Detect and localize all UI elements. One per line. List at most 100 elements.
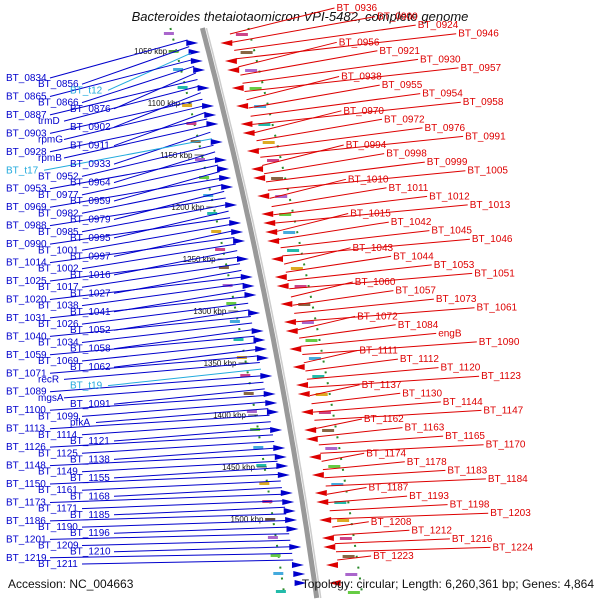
right-leader-line [248, 84, 380, 109]
left-gene-label: BT_0933 [70, 159, 111, 170]
left-gene-label: BT_1211 [38, 559, 78, 570]
right-gene-label: BT_1174 [366, 448, 406, 459]
right-leader-line [262, 144, 344, 166]
feature-block [322, 429, 335, 432]
left-leader-line [49, 375, 263, 393]
left-leader-line [49, 414, 270, 430]
right-leader-line [314, 409, 482, 421]
left-feature-arrow [188, 49, 201, 55]
right-feature-arrow [276, 283, 289, 289]
right-leader-line [278, 221, 389, 240]
left-feature-arrow [266, 409, 279, 415]
right-feature-arrow [328, 580, 341, 586]
left-leader-line [49, 177, 222, 208]
right-gene-label: BT_1147 [483, 405, 523, 416]
left-leader-line [113, 210, 229, 239]
right-leader-line [322, 461, 405, 471]
right-feature-arrow [308, 454, 321, 460]
left-gene-label: BT_1020 [6, 294, 47, 305]
accession-text: Accession: NC_004663 [8, 577, 134, 591]
left-feature-arrow [204, 112, 217, 118]
left-gene-label: BT_0865 [6, 91, 47, 102]
right-feature-arrow [227, 67, 240, 73]
right-gene-label: BT_1223 [373, 551, 414, 562]
right-gene-label: BT_0946 [458, 29, 499, 40]
feature-block [331, 483, 344, 486]
right-gene-label: BT_1123 [481, 371, 521, 382]
right-leader-line [320, 444, 484, 454]
left-feature-arrow [242, 283, 255, 289]
left-gene-label: BT_1071 [6, 368, 47, 379]
right-gene-label: BT_1060 [355, 277, 396, 288]
right-leader-line [287, 264, 432, 282]
feature-block [173, 68, 184, 71]
feature-block [273, 572, 284, 575]
left-gene-label: BT_0903 [6, 128, 47, 139]
feature-block [275, 590, 286, 593]
right-feature-arrow [257, 193, 270, 199]
left-gene-label: BT_1173 [6, 497, 46, 508]
left-leader-line [81, 480, 281, 491]
left-feature-arrow [214, 157, 227, 163]
left-gene-label: BT_1190 [38, 522, 78, 533]
right-leader-line [264, 153, 385, 175]
feature-block [240, 374, 251, 377]
left-gene-label: BT_0902 [70, 122, 111, 133]
left-gene-label: mgsA [38, 393, 64, 404]
right-feature-arrow [297, 391, 310, 397]
feature-block [195, 158, 205, 161]
left-leader-line [107, 368, 262, 387]
right-leader-line [242, 58, 419, 84]
left-feature-arrow [280, 490, 293, 496]
left-leader-line [49, 552, 293, 559]
left-leader-line [49, 59, 193, 97]
left-feature-arrow [263, 391, 276, 397]
feature-block [270, 554, 281, 557]
right-feature-arrow [270, 256, 283, 262]
left-gene-label: BT_1027 [70, 288, 111, 299]
right-feature-arrow [311, 472, 324, 478]
topology-text: Topology: circular; Length: 6,260,361 bp… [302, 577, 595, 591]
right-label-leaders [229, 7, 491, 561]
right-gene-label: BT_1084 [398, 320, 439, 331]
scale-tick-label: 1250 kbp [183, 255, 216, 264]
left-feature-arrow [193, 67, 206, 73]
left-gene-label: BT_1209 [38, 541, 79, 552]
right-feature-arrow [321, 535, 334, 541]
feature-block [290, 267, 303, 270]
left-leader-line [49, 217, 231, 245]
left-gene-label: BT_0866 [38, 98, 79, 109]
feature-block [279, 213, 292, 216]
left-gene-label: BT_t19 [70, 381, 103, 392]
right-gene-label: BT_1013 [470, 200, 511, 211]
right-feature-arrow [292, 364, 305, 370]
left-gene-label: BT_0995 [70, 233, 111, 244]
left-feature-arrow [248, 310, 261, 316]
left-gene-label: BT_1040 [6, 331, 47, 342]
left-gene-label: BT_1026 [38, 319, 79, 330]
left-leader-line [49, 355, 259, 374]
feature-block [267, 536, 278, 539]
right-feature-arrow [261, 211, 274, 217]
left-gene-label: BT_1001 [38, 245, 79, 256]
left-leader-line [113, 467, 279, 479]
scale-ticks: 1050 kbp 1100 kbp 1150 kbp 1200 kbp 1250 kbp… [134, 47, 276, 524]
scale-tick-label: 1500 kbp [230, 515, 263, 524]
feature-block [275, 195, 288, 198]
feature-block [233, 338, 244, 341]
feature-block [334, 501, 347, 504]
right-gene-label: BT_1208 [371, 517, 412, 528]
right-gene-label: BT_1198 [450, 500, 490, 511]
left-leader-line [81, 65, 195, 104]
left-gene-label: BT_1052 [70, 325, 111, 336]
right-feature-arrow [224, 58, 237, 64]
left-leader-line [63, 125, 209, 159]
feature-block [265, 518, 276, 521]
right-leader-line [299, 324, 396, 339]
left-gene-label: pfkA [70, 418, 90, 429]
genome-backbone-inner [205, 27, 322, 599]
left-leader-line [113, 546, 292, 553]
left-gene-label: BT_0985 [38, 227, 79, 238]
right-leader-line [334, 538, 450, 545]
right-gene-label: BT_1170 [486, 440, 526, 451]
